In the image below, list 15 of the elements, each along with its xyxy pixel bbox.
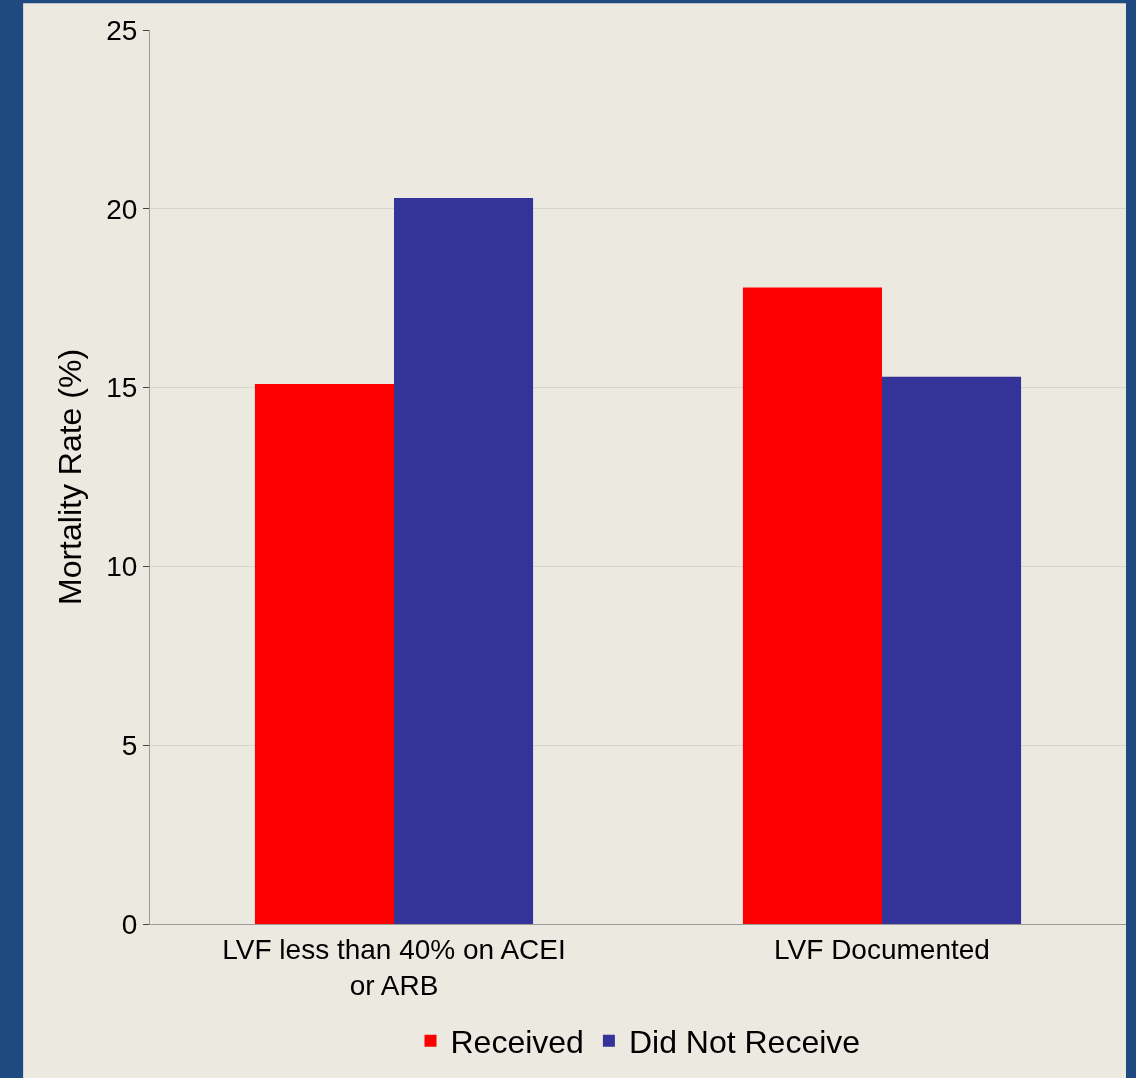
legend-label: Did Not Receive	[628, 1024, 861, 1061]
y-tick-label: 25	[106, 14, 138, 46]
legend-label: Received	[450, 1024, 584, 1061]
bar	[254, 384, 394, 924]
y-tick-label: 5	[121, 730, 138, 761]
bar	[882, 376, 1022, 924]
y-tick-label: 20	[106, 193, 138, 225]
bar	[394, 198, 534, 924]
y-tick-label: 10	[106, 551, 138, 583]
y-axis-title: Mortality Rate (%)	[51, 348, 88, 606]
y-tick-label: 15	[106, 372, 138, 404]
y-tick-label: 0	[121, 908, 138, 940]
x-tick-label: LVF less than 40% on ACEI or ARB	[222, 933, 566, 1001]
bar	[742, 287, 882, 924]
x-tick-label: LVF Documented	[774, 933, 990, 965]
